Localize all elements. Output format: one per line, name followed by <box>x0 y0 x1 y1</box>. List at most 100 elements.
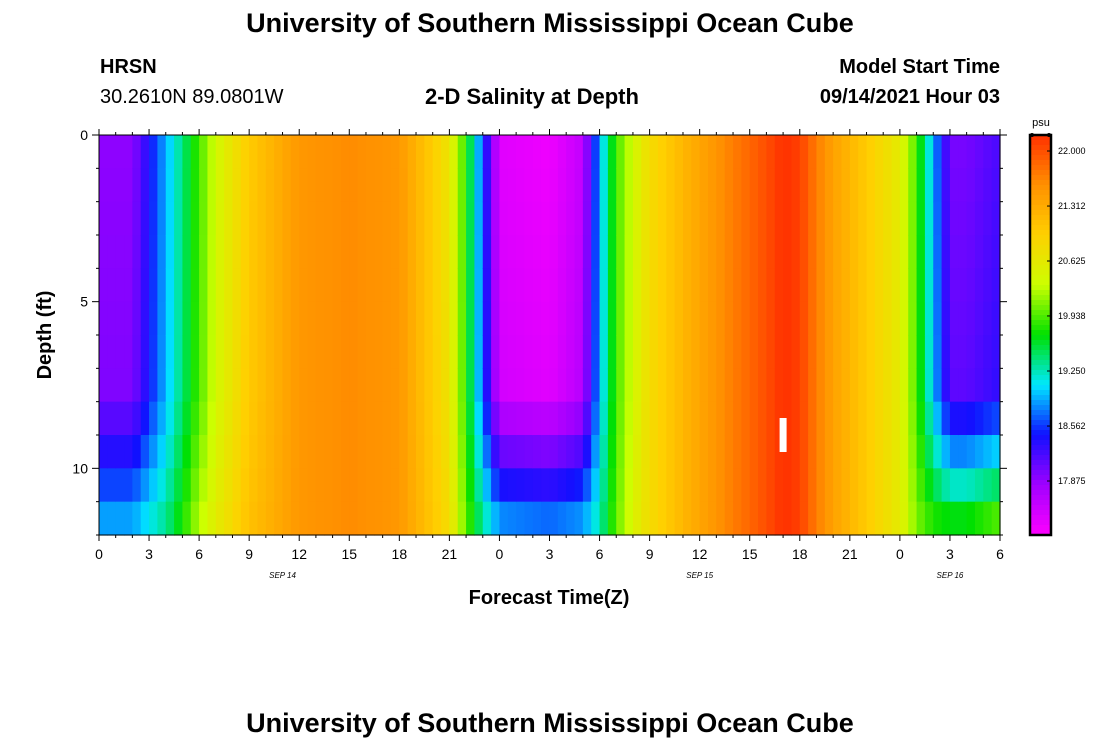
heatmap-cell <box>107 201 117 236</box>
heatmap-cell <box>365 435 375 469</box>
heatmap-cell <box>232 235 242 269</box>
heatmap-cell <box>699 368 709 403</box>
heatmap-cell <box>783 135 793 169</box>
heatmap-cell <box>349 168 359 203</box>
heatmap-cell <box>674 201 684 236</box>
heatmap-cell <box>132 401 142 436</box>
heatmap-cell <box>632 368 642 403</box>
heatmap-cell <box>390 301 400 336</box>
heatmap-cell <box>365 268 375 303</box>
heatmap-cell <box>758 235 767 269</box>
heatmap-cell <box>107 168 117 203</box>
heatmap-cell <box>441 268 450 303</box>
heatmap-cell <box>833 468 843 503</box>
heatmap-cell <box>182 268 192 303</box>
heatmap-cell <box>107 501 117 536</box>
heatmap-cell <box>165 301 175 336</box>
heatmap-cell <box>215 401 225 436</box>
heatmap-cell <box>374 301 384 336</box>
heatmap-cell <box>641 468 651 503</box>
heatmap-cell <box>641 501 651 536</box>
heatmap-cell <box>407 201 417 236</box>
heatmap-cell <box>532 135 542 169</box>
heatmap-cell <box>265 235 275 269</box>
heatmap-cell <box>599 501 609 536</box>
heatmap-cell <box>582 335 592 369</box>
heatmap-cell <box>324 168 334 203</box>
heatmap-cell <box>324 368 334 403</box>
heatmap-cell <box>265 135 275 169</box>
heatmap-cell <box>691 368 701 403</box>
heatmap-cell <box>866 268 876 303</box>
heatmap-cell <box>574 301 584 336</box>
heatmap-cell <box>616 401 626 436</box>
heatmap-cell <box>357 368 367 403</box>
model-start-label: Model Start Time <box>839 56 1000 78</box>
heatmap-cell <box>340 135 350 169</box>
heatmap-cell <box>532 335 542 369</box>
heatmap-cell <box>858 435 868 469</box>
heatmap-cell <box>891 301 901 336</box>
heatmap-cell <box>866 401 876 436</box>
heatmap-cell <box>682 435 692 469</box>
heatmap-cell <box>924 168 934 203</box>
heatmap-cell <box>99 135 108 169</box>
heatmap-cell <box>666 401 676 436</box>
heatmap-cell <box>566 201 576 236</box>
heatmap-cell <box>941 301 951 336</box>
heatmap-cell <box>474 135 484 169</box>
heatmap-cell <box>157 401 167 436</box>
colorbar-segment <box>1030 170 1051 176</box>
heatmap-cell <box>549 268 559 303</box>
heatmap-cell <box>416 435 425 469</box>
heatmap-cell <box>933 468 943 503</box>
heatmap-cell <box>958 335 968 369</box>
heatmap-cell <box>157 468 167 503</box>
heatmap-cell <box>691 501 701 536</box>
heatmap-cell <box>799 368 809 403</box>
heatmap-cell <box>441 301 450 336</box>
heatmap-cell <box>933 201 943 236</box>
colorbar-segment <box>1030 440 1051 446</box>
heatmap-cell <box>783 201 793 236</box>
heatmap-cell <box>783 368 793 403</box>
heatmap-cell <box>257 435 267 469</box>
heatmap-cell <box>416 268 425 303</box>
heatmap-cell <box>682 501 692 536</box>
heatmap-cell <box>507 435 517 469</box>
heatmap-cell <box>249 135 259 169</box>
heatmap-cell <box>916 368 926 403</box>
heatmap-cell <box>632 435 642 469</box>
heatmap-cell <box>149 501 158 536</box>
heatmap-cell <box>432 268 442 303</box>
heatmap-cell <box>99 268 108 303</box>
heatmap-cell <box>724 368 734 403</box>
heatmap-cell <box>582 501 592 536</box>
heatmap-cell <box>607 135 617 169</box>
heatmap-cell <box>933 168 943 203</box>
heatmap-cell <box>449 468 459 503</box>
heatmap-cell <box>607 435 617 469</box>
heatmap-cell <box>899 435 909 469</box>
heatmap-cell <box>749 235 759 269</box>
heatmap-cell <box>124 501 133 536</box>
heatmap-cell <box>908 468 918 503</box>
heatmap-cell <box>557 201 567 236</box>
heatmap-cell <box>649 401 659 436</box>
heatmap-cell <box>549 368 559 403</box>
heatmap-cell <box>599 468 609 503</box>
heatmap-cell <box>532 168 542 203</box>
heatmap-cell <box>566 401 576 436</box>
heatmap-cell <box>474 168 484 203</box>
heatmap-cell <box>933 135 943 169</box>
colorbar-segment <box>1030 300 1051 306</box>
heatmap-cell <box>207 368 217 403</box>
heatmap-cell <box>808 335 818 369</box>
heatmap-cell <box>691 301 701 336</box>
heatmap-cell <box>607 235 617 269</box>
heatmap-cell <box>332 501 342 536</box>
heatmap-cell <box>774 268 784 303</box>
heatmap-cell <box>382 268 392 303</box>
heatmap-cell <box>232 301 242 336</box>
heatmap-cell <box>924 335 934 369</box>
